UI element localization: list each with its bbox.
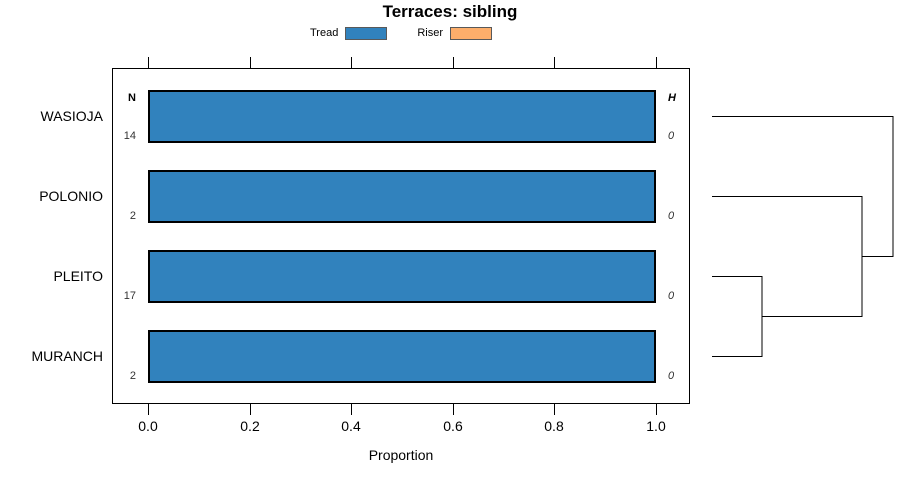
x-axis-tick-label: 1.0 [646,418,666,434]
row-label-pleito: PLEITO [53,268,103,284]
h-value: 0 [668,290,675,302]
chart-title: Terraces: sibling [382,2,518,21]
x-axis-tick-label: 0.2 [240,418,260,434]
h-value: 0 [668,370,675,382]
row-label-polonio: POLONIO [39,188,103,204]
n-value: 14 [123,130,136,142]
bar-polonio-tread [148,170,656,223]
bar-track [148,330,656,383]
h-value: 0 [668,130,675,142]
h-value: 0 [668,210,675,222]
x-axis-tick-label: 0.8 [544,418,564,434]
dendrogram-lines [712,116,894,357]
n-value: 2 [129,210,136,222]
bar-pleito-tread [148,250,656,303]
legend-label-tread: Tread [310,26,339,39]
x-axis-tick-bottom [250,404,251,415]
x-axis-tick-label: 0.4 [341,418,361,434]
x-axis-tick-bottom [554,404,555,415]
x-axis-tick-bottom [351,404,352,415]
x-axis-tick-bottom [148,404,149,415]
h-column-header: H [668,92,676,104]
x-axis-tick-label: 0.0 [138,418,158,434]
legend-swatch-tread [345,26,388,40]
n-value: 17 [123,290,136,302]
bar-track [148,170,656,223]
bar-wasioja-tread [148,90,656,143]
bar-muranch-tread [148,330,656,383]
x-axis-tick-bottom [453,404,454,415]
legend-label-riser: Riser [417,26,443,39]
dendrogram [712,116,894,357]
x-axis-tick-top [656,57,657,68]
x-axis-tick-bottom [656,404,657,415]
n-value: 2 [129,370,136,382]
legend-item-riser: Riser [417,26,492,40]
bar-track [148,90,656,143]
plot-area-frame [112,68,690,404]
legend-swatch-riser [450,26,492,40]
x-axis-tick-top [453,57,454,68]
legend-item-tread: Tread [310,26,388,40]
x-axis-tick-top [148,57,149,68]
x-axis-tick-top [351,57,352,68]
x-axis-tick-top [554,57,555,68]
bar-track [148,250,656,303]
legend: Tread Riser [112,25,690,41]
x-axis-tick-label: 0.6 [443,418,463,434]
row-label-wasioja: WASIOJA [40,108,104,124]
n-column-header: N [128,92,136,104]
x-axis-title: Proportion [368,447,434,463]
x-axis-tick-top [250,57,251,68]
row-label-muranch: MURANCH [31,348,103,364]
